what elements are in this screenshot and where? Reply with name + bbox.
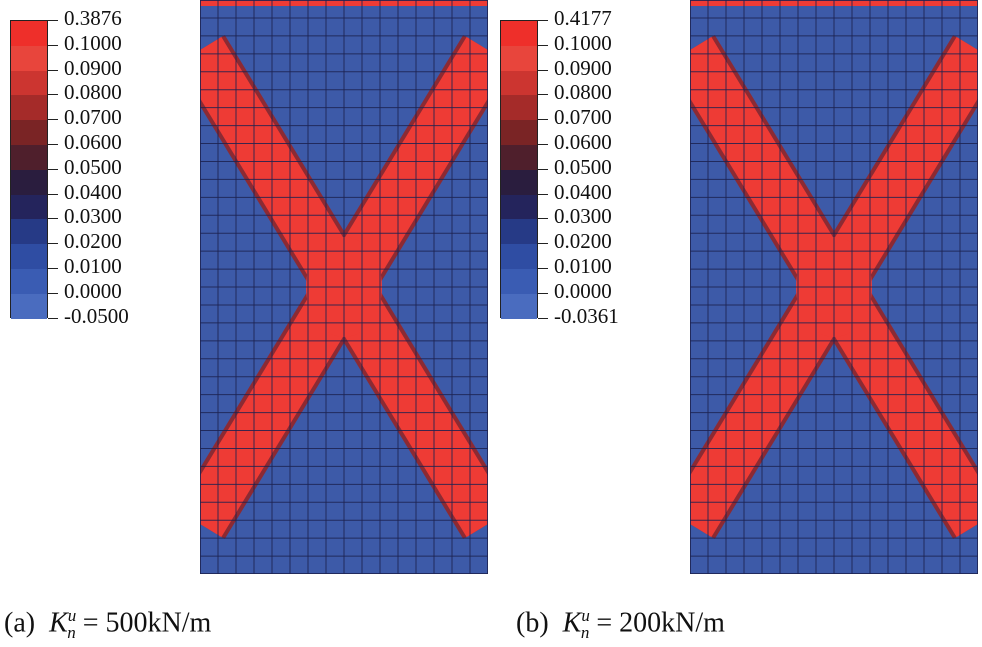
legend-tick-label: 0.0000 xyxy=(64,278,122,303)
legend-tick xyxy=(48,292,58,294)
legend-tick xyxy=(538,243,548,245)
caption-b-value: = 200kN/m xyxy=(596,607,725,639)
legend-segment xyxy=(501,120,537,145)
caption-b-sup: u xyxy=(581,606,590,625)
legend-segment xyxy=(501,45,537,71)
legend-segment xyxy=(11,144,47,170)
legend-tick xyxy=(538,119,548,121)
legend-tick xyxy=(48,20,58,21)
legend-segment xyxy=(501,169,537,195)
legend-tick-label: 0.0800 xyxy=(64,80,122,105)
legend-segment xyxy=(11,169,47,195)
caption-a-prefix: (a) xyxy=(4,607,36,639)
caption-b-k: K xyxy=(562,607,582,639)
legend-tick xyxy=(538,268,548,269)
legend-segment xyxy=(11,268,47,294)
legend-tick xyxy=(538,94,548,96)
legend-tick xyxy=(48,218,58,220)
legend-tick-label: 0.0000 xyxy=(554,278,612,303)
legend-tick-label: 0.0100 xyxy=(554,254,612,278)
legend-segment xyxy=(11,194,47,220)
legend-colorbar-b xyxy=(500,20,538,319)
legend-tick-label: 0.0700 xyxy=(64,105,122,130)
legend-segment xyxy=(501,268,537,294)
mesh-plot-a xyxy=(200,0,488,574)
legend-tick xyxy=(48,144,58,145)
legend-tick xyxy=(48,119,58,121)
legend-tick-label: 0.0500 xyxy=(554,154,612,179)
legend-tick-label: 0.0600 xyxy=(64,130,122,154)
legend-tick-label: 0.0700 xyxy=(554,105,612,130)
legend-tick xyxy=(48,243,58,245)
legend-tick-label: 0.0600 xyxy=(554,130,612,154)
mesh-grid xyxy=(690,0,978,574)
legend-tick-label: 0.1000 xyxy=(64,30,122,55)
legend-tick-label: 0.0800 xyxy=(554,80,612,105)
legend-segment xyxy=(501,21,537,46)
legend-tick xyxy=(538,44,548,46)
legend-tick-label: -0.0500 xyxy=(64,303,129,328)
legend-tick xyxy=(538,193,548,195)
legend-tick-label: 0.0200 xyxy=(64,229,122,254)
legend-tick-label: 0.0400 xyxy=(554,179,612,204)
legend-tick-label: 0.4177 xyxy=(554,6,612,30)
legend-tick-label: 0.0300 xyxy=(64,204,122,229)
legend-tick-label: 0.0100 xyxy=(64,254,122,278)
caption-b-prefix: (b) xyxy=(516,607,549,639)
legend-tick xyxy=(538,168,548,170)
caption-b-sub: n xyxy=(580,622,590,642)
caption-a-sub: n xyxy=(67,622,76,642)
legend-segment xyxy=(11,120,47,145)
legend-tick xyxy=(538,218,548,220)
legend-segment xyxy=(501,293,537,319)
legend-tick xyxy=(48,94,58,96)
legend-tick-label: 0.0400 xyxy=(64,179,122,204)
legend-tick xyxy=(538,69,548,71)
legend-segment xyxy=(501,95,537,121)
legend-tick xyxy=(48,317,58,319)
caption-b: (b) Kun = 200kN/m xyxy=(516,606,725,643)
caption-a-sup: u xyxy=(67,606,77,625)
legend-segment xyxy=(11,45,47,71)
legend-tick-label: 0.1000 xyxy=(554,30,612,55)
legend-segment xyxy=(11,95,47,121)
legend-colorbar-a xyxy=(10,20,48,319)
legend-tick-label: 0.3876 xyxy=(64,6,122,30)
legend-segment xyxy=(11,21,47,46)
mesh-plot-b xyxy=(690,0,978,574)
legend-segment xyxy=(11,70,47,96)
legend-segment xyxy=(501,70,537,96)
legend-segment xyxy=(11,219,47,245)
legend-segment xyxy=(501,244,537,269)
legend-tick-label: 0.0900 xyxy=(554,55,612,80)
legend-tick xyxy=(48,44,58,46)
legend-tick xyxy=(48,193,58,195)
caption-a: (a) Kun = 500kN/m xyxy=(4,606,211,643)
legend-tick-label: 0.0200 xyxy=(554,229,612,254)
legend-tick xyxy=(538,20,548,21)
mesh-grid xyxy=(200,0,488,574)
legend-tick xyxy=(48,268,58,269)
legend-tick xyxy=(538,292,548,294)
legend-tick xyxy=(48,168,58,170)
legend-segment xyxy=(11,244,47,269)
legend-segment xyxy=(501,194,537,220)
legend-tick-label: 0.0300 xyxy=(554,204,612,229)
legend-segment xyxy=(11,293,47,319)
caption-a-value: = 500kN/m xyxy=(82,607,212,639)
legend-tick xyxy=(538,144,548,145)
caption-a-k: K xyxy=(49,607,68,639)
legend-tick-label: 0.0500 xyxy=(64,154,122,179)
legend-segment xyxy=(501,219,537,245)
legend-tick-label: -0.0361 xyxy=(554,303,619,328)
legend-tick-label: 0.0900 xyxy=(64,55,122,80)
legend-tick xyxy=(48,69,58,71)
legend-segment xyxy=(501,144,537,170)
legend-tick xyxy=(538,317,548,319)
